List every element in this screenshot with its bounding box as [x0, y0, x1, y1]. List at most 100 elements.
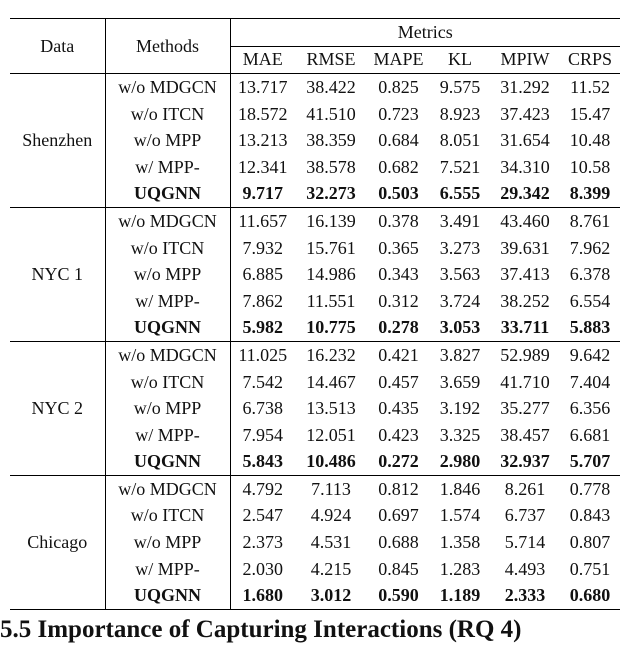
metric-value: 0.778	[560, 475, 621, 503]
metric-value: 43.460	[490, 207, 560, 235]
method-name: w/o MPP	[105, 529, 231, 556]
metric-value: 3.827	[430, 341, 490, 369]
metric-value: 3.192	[439, 398, 481, 419]
metric-value: 9.642	[560, 341, 621, 369]
metric-value: 11.52	[560, 73, 621, 101]
metric-value: 1.189	[430, 582, 490, 611]
metric-value: 0.457	[378, 371, 419, 392]
table-row: NYC 2 w/o MDGCN 11.025 16.232 0.421 3.827 52.9…	[10, 341, 621, 476]
metric-value: 0.435	[378, 398, 419, 419]
metric-value: 3.724	[439, 290, 481, 311]
method-name: w/o MDGCN	[105, 207, 231, 235]
metric-value: 18.572	[238, 103, 288, 124]
metric-value: 3.563	[439, 264, 481, 285]
metric-value: 13.717	[230, 73, 295, 101]
metric-value: 7.113	[295, 475, 367, 503]
metric-value: 0.807	[569, 532, 611, 553]
metric-value: 0.278	[378, 317, 419, 338]
metric-value: 37.423	[500, 103, 550, 124]
table-row: w/o ITCN 2.547 4.924 0.697 1.574 6.737 0.843	[10, 502, 620, 530]
table-row: Chicago w/o MDGCN 4.792 7.113 0.812 1.846 8.26…	[10, 475, 621, 611]
metric-value: 2.547	[242, 505, 284, 526]
metric-value: 12.341	[238, 156, 288, 177]
metric-value: 38.252	[500, 290, 550, 311]
method-name: w/o MPP	[105, 127, 231, 154]
metric-value: 38.422	[295, 73, 367, 101]
metric-value: 8.761	[560, 207, 621, 235]
metric-value: 1.574	[439, 505, 481, 526]
metric-value: 2.333	[490, 582, 560, 611]
table-row: w/ MPP- 12.341 38.578 0.682 7.521 34.310 10.58	[10, 153, 620, 181]
metric-value: 1.680	[230, 582, 295, 611]
metric-value: 6.554	[569, 290, 611, 311]
metric-value: 4.493	[504, 558, 546, 579]
metric-value: 5.982	[242, 317, 284, 338]
metric-value: 9.575	[430, 73, 490, 101]
metric-value: 41.710	[500, 371, 550, 392]
metric-value: 38.457	[500, 424, 550, 445]
metric-value: 3.491	[430, 207, 490, 235]
metric-value: 6.885	[242, 264, 284, 285]
table-row: Shenzhen w/o MDGCN 13.717 38.422 0.825 9.575 3…	[10, 73, 621, 208]
table-row: w/o MPP 6.738 13.513 0.435 3.192 35.277 6.356	[10, 395, 620, 422]
metric-value: 0.590	[367, 582, 430, 611]
header-metrics: Metrics	[230, 18, 621, 47]
metric-value: 3.053	[439, 317, 481, 338]
metric-value: 0.503	[378, 183, 419, 204]
metric-value: 6.378	[569, 264, 611, 285]
metric-value: 12.051	[306, 424, 356, 445]
metric-value: 0.680	[560, 582, 621, 611]
metric-value: 41.510	[306, 103, 356, 124]
metric-value: 16.232	[295, 341, 367, 369]
column-header: MAPE	[367, 46, 430, 75]
metric-value: 7.521	[439, 156, 481, 177]
metric-value: 0.423	[378, 424, 419, 445]
method-name: w/o ITCN	[105, 502, 231, 530]
metric-value: 7.542	[242, 371, 284, 392]
table-row: w/o ITCN 7.932 15.761 0.365 3.273 39.631 7.962	[10, 234, 620, 262]
metric-value: 6.555	[439, 183, 481, 204]
method-name: w/ MPP-	[105, 421, 231, 449]
metric-value: 0.812	[367, 475, 430, 503]
metric-value: 5.883	[569, 317, 611, 338]
metric-value: 5.714	[504, 532, 546, 553]
metric-value: 38.359	[306, 130, 356, 151]
table-row: w/ MPP- 2.030 4.215 0.845 1.283 4.493 0.751	[10, 555, 620, 583]
metric-value: 0.845	[378, 558, 419, 579]
metric-value: 7.404	[569, 371, 611, 392]
metric-value: 8.399	[569, 183, 611, 204]
column-header: KL	[430, 46, 490, 75]
metric-value: 7.954	[242, 424, 284, 445]
metric-value: 4.531	[310, 532, 352, 553]
metric-value: 1.358	[439, 532, 481, 553]
header-methods: Methods	[105, 17, 231, 75]
metric-value: 7.862	[242, 290, 284, 311]
metric-value: 3.325	[439, 424, 481, 445]
section-heading: 5.5 Importance of Capturing Interactions…	[0, 616, 522, 643]
metric-value: 0.825	[367, 73, 430, 101]
metric-value: 2.980	[439, 451, 481, 472]
metric-value: 0.723	[378, 103, 419, 124]
metric-value: 5.843	[242, 451, 284, 472]
method-name: UQGNN	[105, 448, 231, 476]
method-name: w/o MPP	[105, 395, 231, 422]
metric-value: 32.273	[306, 183, 356, 204]
method-name: w/ MPP-	[105, 287, 231, 315]
metric-value: 8.051	[439, 130, 481, 151]
metric-value: 14.986	[306, 264, 356, 285]
metric-value: 4.792	[230, 475, 295, 503]
metric-value: 3.273	[439, 237, 481, 258]
metric-value: 0.688	[378, 532, 419, 553]
metric-value: 38.578	[306, 156, 356, 177]
column-header: MPIW	[490, 46, 560, 75]
metric-value: 0.697	[378, 505, 419, 526]
table-row: UQGNN 1.680 3.012 0.590 1.189 2.333 0.680	[10, 582, 621, 611]
metric-value: 0.365	[378, 237, 419, 258]
table-row: w/ MPP- 7.862 11.551 0.312 3.724 38.252 6.554	[10, 287, 620, 315]
metric-value: 2.030	[242, 558, 284, 579]
method-name: w/o MDGCN	[105, 73, 231, 101]
metric-value: 37.413	[500, 264, 550, 285]
metric-value: 0.312	[378, 290, 419, 311]
column-header: CRPS	[560, 46, 621, 75]
header-data: Data	[10, 17, 106, 75]
